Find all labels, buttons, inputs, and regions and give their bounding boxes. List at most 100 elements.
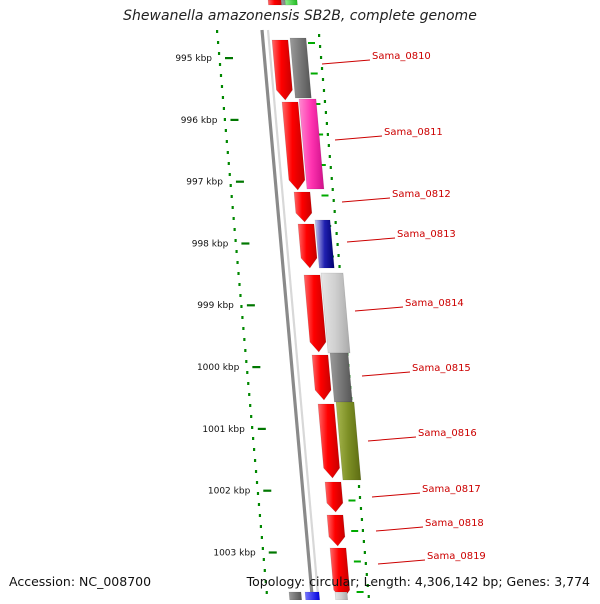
tick-dot	[252, 448, 256, 451]
tick-dot	[258, 514, 262, 517]
gene-feature	[284, 0, 298, 6]
gene-feature	[303, 274, 327, 353]
accession-text: Accession: NC_008700	[9, 574, 152, 589]
gene-label: Sama_0815	[412, 363, 471, 374]
minor-tick	[321, 194, 329, 197]
gene-feature	[281, 101, 306, 191]
tick-dot	[253, 459, 257, 462]
gene-label-leader	[334, 135, 383, 141]
outer-dot	[327, 144, 330, 147]
tick-dot	[260, 536, 263, 539]
outer-dot	[358, 496, 362, 499]
tick-dot	[250, 415, 253, 418]
tick-dot	[254, 470, 258, 473]
outer-dot	[329, 166, 332, 169]
tick-dot	[265, 591, 268, 594]
gene-feature	[288, 591, 303, 601]
outer-dot	[319, 56, 323, 59]
gene-label: Sama_0810	[372, 51, 431, 62]
outer-dot	[330, 177, 333, 180]
gene-feature	[298, 98, 325, 190]
outer-dot	[334, 221, 337, 224]
gene-feature	[335, 401, 362, 481]
tick-dot	[216, 41, 220, 44]
tick-dot	[242, 327, 245, 330]
gene-feature	[267, 0, 283, 6]
genome-title: Shewanella amazonensis SB2B, complete ge…	[123, 8, 477, 24]
tick-dot	[222, 107, 226, 110]
tick-dot	[255, 481, 259, 484]
outer-dot	[326, 133, 329, 136]
tick-dot	[217, 52, 221, 55]
kbp-tick-label: 995 kbp	[175, 54, 212, 64]
tick-dot	[247, 382, 250, 385]
tick-dot	[223, 118, 226, 121]
minor-tick	[318, 164, 326, 166]
tick-dot	[263, 569, 266, 572]
tick-dot	[261, 547, 264, 550]
tick-dot	[262, 558, 265, 561]
tick-dot	[229, 184, 232, 187]
tick-dot	[264, 580, 267, 583]
outer-dot	[366, 584, 369, 587]
kbp-tick-mark	[246, 304, 255, 307]
tick-dot	[227, 162, 230, 165]
gene-label-leader	[375, 526, 424, 532]
tick-dot	[248, 393, 251, 396]
outer-dot	[332, 199, 335, 202]
gene-label: Sama_0813	[397, 229, 456, 240]
backbone-line	[260, 29, 315, 601]
tick-dot	[221, 96, 225, 99]
outer-dot	[328, 155, 331, 158]
tick-dot	[239, 294, 242, 297]
outer-dot	[318, 34, 321, 37]
tick-dot	[241, 316, 244, 319]
gene-label-leader	[321, 59, 371, 65]
tick-dot	[234, 239, 237, 242]
outer-dot	[321, 78, 325, 81]
outer-dot	[363, 551, 366, 554]
genes-layer	[267, 0, 362, 601]
kbp-tick-mark	[257, 427, 266, 430]
tick-dot	[231, 206, 234, 209]
gene-label-leader	[371, 492, 421, 498]
tick-dot	[226, 151, 229, 154]
gene-feature	[304, 591, 321, 601]
gene-label: Sama_0818	[425, 518, 484, 529]
gene-feature	[320, 272, 351, 354]
kbp-tick-label: 996 kbp	[181, 116, 218, 126]
tick-dot	[244, 349, 247, 352]
outer-dot	[362, 540, 365, 543]
backbone-layer	[260, 29, 320, 601]
gene-feature	[271, 39, 293, 101]
tick-dot	[246, 371, 249, 374]
minor-tick	[313, 103, 321, 105]
tick-dot	[220, 85, 224, 88]
gene-label-leader	[361, 371, 411, 377]
outer-dot	[323, 100, 327, 103]
tick-dot	[256, 492, 260, 495]
tick-dot	[237, 272, 240, 275]
outer-dot	[365, 573, 368, 576]
tick-dot	[245, 360, 248, 363]
kbp-tick-mark	[235, 180, 244, 183]
gene-feature	[297, 223, 318, 269]
tick-dot	[230, 195, 233, 198]
gene-label-leader	[367, 436, 417, 442]
outer-dot	[337, 254, 340, 257]
outer-dot	[357, 485, 361, 488]
tick-dot	[216, 30, 219, 33]
tick-dot	[249, 404, 252, 407]
minor-tick	[348, 499, 356, 502]
gene-feature	[324, 481, 344, 513]
tick-dot	[232, 217, 235, 220]
kbp-tick-label: 1003 kbp	[213, 548, 256, 558]
tick-dot	[243, 338, 246, 341]
kbp-tick-label: 1002 kbp	[208, 487, 251, 497]
tick-dot	[252, 437, 255, 440]
gene-labels-layer: Sama_0810 Sama_0811 Sama_0812 Sama_0813 Sama…	[321, 51, 486, 565]
tick-dot	[218, 63, 222, 66]
gene-feature	[329, 352, 353, 403]
